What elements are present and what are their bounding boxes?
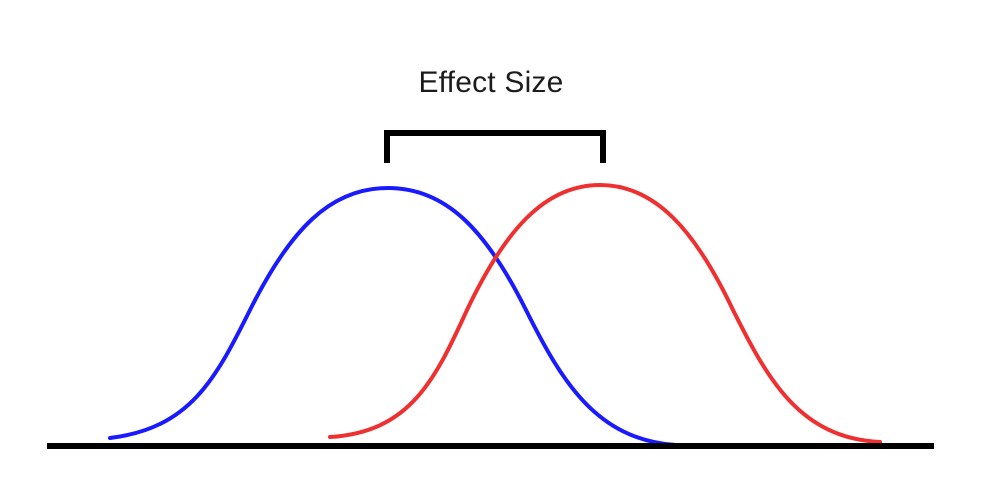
- distribution-curve-red: [328, 182, 882, 444]
- effect-size-bracket: [384, 130, 606, 163]
- distribution-curve-blue: [108, 185, 678, 447]
- effect-size-label: Effect Size: [418, 66, 564, 99]
